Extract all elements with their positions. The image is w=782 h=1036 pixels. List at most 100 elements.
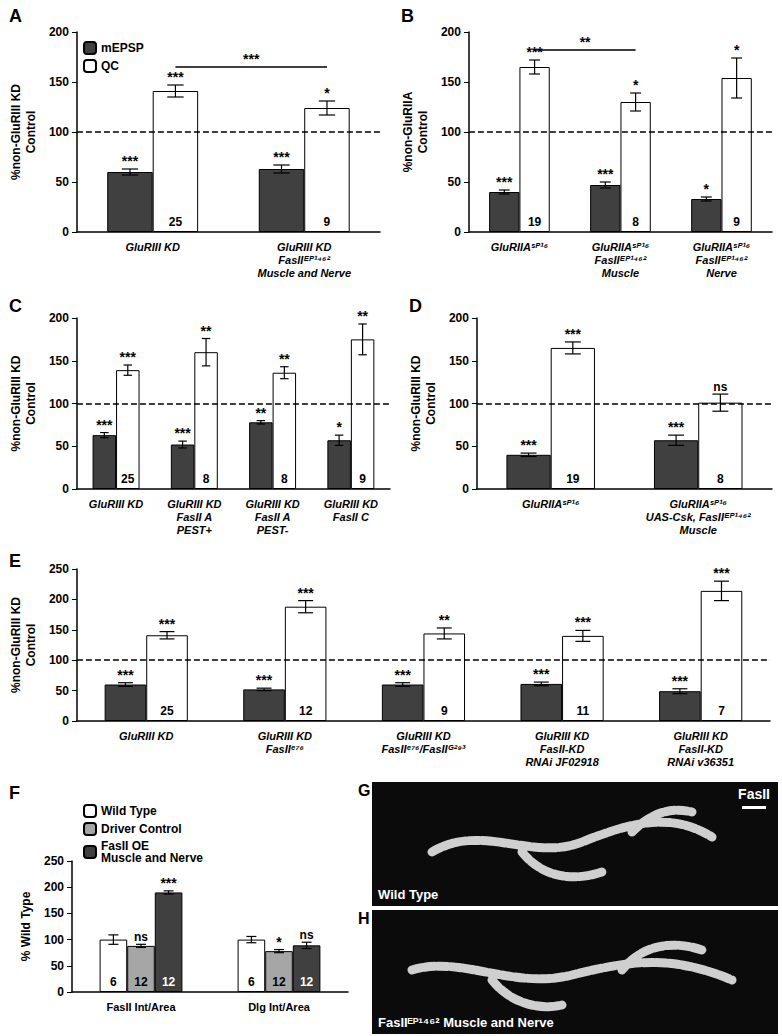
svg-text:FasIIᴱᴾ¹⁴⁶²: FasIIᴱᴾ¹⁴⁶² — [278, 254, 330, 266]
svg-text:***: *** — [160, 875, 177, 891]
svg-text:0: 0 — [62, 714, 69, 728]
svg-text:***: *** — [297, 585, 314, 601]
svg-text:Control: Control — [24, 624, 38, 667]
svg-text:**: ** — [357, 308, 368, 324]
svg-text:**: ** — [279, 351, 290, 367]
svg-text:9: 9 — [733, 215, 740, 229]
svg-text:*: * — [276, 934, 282, 950]
svg-text:FasIIᴱᴾ¹⁴⁶²: FasIIᴱᴾ¹⁴⁶² — [595, 254, 647, 266]
svg-text:***: *** — [159, 616, 176, 632]
svg-text:11: 11 — [577, 704, 590, 718]
svg-text:50: 50 — [56, 439, 70, 453]
svg-text:FasIIᵉ⁷⁶: FasIIᵉ⁷⁶ — [266, 743, 304, 755]
svg-text:**: ** — [201, 323, 212, 339]
svg-text:Muscle and Nerve: Muscle and Nerve — [257, 267, 351, 279]
svg-text:RNAi JF02918: RNAi JF02918 — [525, 756, 599, 768]
svg-text:RNAi v36351: RNAi v36351 — [667, 756, 734, 768]
svg-text:Control: Control — [424, 382, 438, 425]
svg-text:FasII A: FasII A — [255, 511, 291, 523]
svg-text:150: 150 — [49, 623, 69, 637]
svg-text:***: *** — [533, 666, 550, 682]
svg-text:ns: ns — [713, 380, 727, 394]
svg-text:FasIIᵉ⁷⁶/FasIIᴳ²⁹³: FasIIᵉ⁷⁶/FasIIᴳ²⁹³ — [381, 743, 465, 755]
svg-text:*: * — [336, 419, 342, 435]
svg-text:PEST-: PEST- — [257, 524, 289, 536]
svg-text:FasII C: FasII C — [333, 511, 370, 523]
svg-text:200: 200 — [49, 25, 69, 39]
svg-text:***: *** — [122, 153, 139, 169]
svg-text:19: 19 — [566, 472, 580, 486]
svg-text:250: 250 — [44, 854, 64, 868]
svg-text:100: 100 — [449, 397, 469, 411]
svg-text:GluRIII KD: GluRIII KD — [167, 498, 221, 510]
svg-text:12: 12 — [134, 975, 148, 989]
svg-text:FasIIᴱᴾ¹⁴⁶²: FasIIᴱᴾ¹⁴⁶² — [696, 254, 748, 266]
svg-text:FasII A: FasII A — [176, 511, 212, 523]
svg-text:50: 50 — [51, 959, 65, 973]
svg-text:Wild Type: Wild Type — [101, 804, 157, 818]
svg-text:Dlg Int/Area: Dlg Int/Area — [248, 1001, 311, 1013]
svg-text:FasII Int/Area: FasII Int/Area — [106, 1001, 176, 1013]
svg-text:*: * — [633, 77, 639, 93]
svg-text:***: *** — [672, 673, 689, 689]
svg-text:FasII-KD: FasII-KD — [678, 743, 723, 755]
svg-text:*: * — [734, 42, 740, 58]
svg-text:12: 12 — [162, 975, 176, 989]
svg-text:200: 200 — [441, 25, 461, 39]
svg-text:200: 200 — [44, 880, 64, 894]
svg-text:GluRIII KD: GluRIII KD — [396, 730, 450, 742]
svg-text:***: *** — [394, 667, 411, 683]
svg-text:%non-GluRIII KD: %non-GluRIII KD — [9, 597, 23, 693]
svg-text:GluRIIAˢᴾ¹⁶: GluRIIAˢᴾ¹⁶ — [693, 241, 751, 253]
svg-text:150: 150 — [49, 354, 69, 368]
svg-text:mEPSP: mEPSP — [101, 41, 144, 55]
svg-text:0: 0 — [62, 225, 69, 239]
svg-text:Control: Control — [24, 382, 38, 425]
svg-text:GluRIII KD: GluRIII KD — [673, 730, 727, 742]
svg-text:Control: Control — [416, 111, 430, 154]
svg-text:B: B — [401, 6, 414, 26]
svg-text:150: 150 — [441, 75, 461, 89]
svg-text:***: *** — [526, 44, 543, 60]
svg-text:UAS-Csk, FasIIᴱᴾ¹⁴⁶²: UAS-Csk, FasIIᴱᴾ¹⁴⁶² — [646, 511, 751, 523]
svg-text:50: 50 — [448, 175, 462, 189]
svg-text:%non-GluRIII KD: %non-GluRIII KD — [9, 84, 23, 180]
svg-text:6: 6 — [110, 975, 117, 989]
svg-text:12: 12 — [300, 975, 314, 989]
svg-text:ns: ns — [134, 930, 148, 944]
svg-text:200: 200 — [49, 311, 69, 325]
svg-text:***: *** — [520, 437, 537, 453]
svg-text:C: C — [9, 296, 22, 316]
svg-text:Muscle and Nerve: Muscle and Nerve — [101, 851, 203, 865]
svg-text:***: *** — [597, 166, 614, 182]
svg-text:8: 8 — [632, 215, 639, 229]
svg-text:7: 7 — [718, 704, 725, 718]
svg-text:E: E — [9, 551, 21, 571]
svg-text:0: 0 — [454, 225, 461, 239]
svg-text:***: *** — [496, 174, 513, 190]
svg-text:9: 9 — [441, 704, 448, 718]
svg-text:GluRIII KD: GluRIII KD — [277, 241, 331, 253]
svg-text:100: 100 — [49, 397, 69, 411]
svg-text:**: ** — [439, 612, 450, 628]
svg-text:**: ** — [580, 34, 591, 50]
svg-text:8: 8 — [717, 472, 724, 486]
svg-text:Muscle: Muscle — [602, 267, 639, 279]
svg-text:***: *** — [256, 672, 273, 688]
svg-text:50: 50 — [456, 439, 470, 453]
svg-text:0: 0 — [62, 482, 69, 496]
svg-text:*: * — [704, 181, 710, 197]
svg-text:***: *** — [120, 349, 137, 365]
svg-text:50: 50 — [56, 175, 70, 189]
svg-text:%non-GluRIIA: %non-GluRIIA — [401, 91, 415, 172]
svg-text:***: *** — [96, 417, 113, 433]
svg-text:***: *** — [668, 419, 685, 435]
svg-text:GluRIII KD: GluRIII KD — [125, 241, 179, 253]
svg-text:12: 12 — [299, 704, 313, 718]
svg-text:%non-GluRIII KD: %non-GluRIII KD — [9, 355, 23, 451]
svg-text:100: 100 — [49, 125, 69, 139]
svg-text:ns: ns — [300, 928, 314, 942]
svg-text:25: 25 — [169, 215, 183, 229]
svg-text:200: 200 — [449, 311, 469, 325]
svg-text:F: F — [9, 783, 20, 803]
